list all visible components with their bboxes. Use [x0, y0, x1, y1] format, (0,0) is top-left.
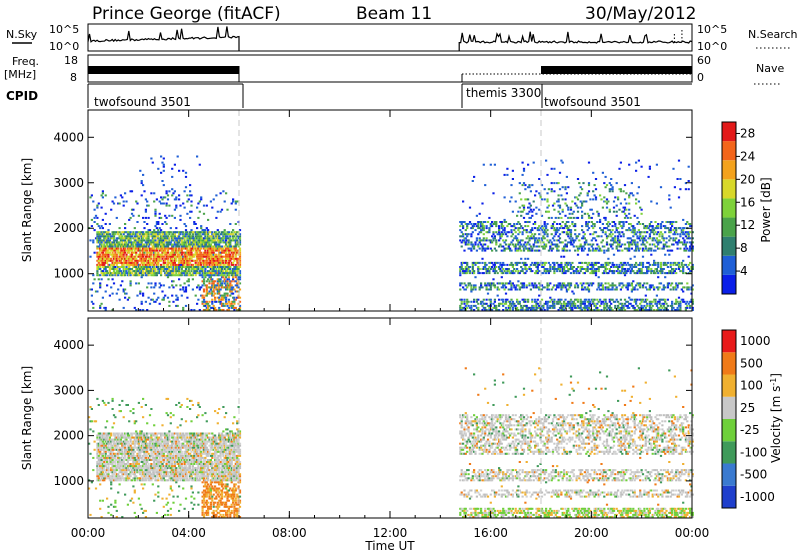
freq-label-1: Freq. [12, 55, 39, 68]
colorbar-tick-label: -25 [740, 423, 760, 437]
cpid-segment-1: twofsound 3501 [94, 95, 191, 109]
velocity-frame [87, 317, 693, 519]
velocity-data [88, 367, 694, 518]
y-tick-label: 4000 [53, 130, 84, 144]
colorbar-tick-label: 4 [740, 264, 748, 278]
nsky-trace [87, 26, 692, 51]
colorbar-swatch [722, 396, 736, 419]
nsky-label: N.Sky [6, 28, 38, 41]
x-tick-label: 00:00 [675, 526, 710, 540]
colorbar-swatch [722, 374, 736, 397]
colorbar-swatch [722, 419, 736, 442]
colorbar-swatch [722, 485, 736, 508]
x-tick-label: 20:00 [574, 526, 609, 540]
colorbar-swatch [722, 236, 736, 256]
y-tick-label: 3000 [53, 176, 84, 190]
y-tick-label: 1000 [53, 474, 84, 488]
velocity-colorbar-label: Velocity [m s-1] [769, 373, 784, 463]
power-y-axis: 1000 2000 3000 4000 [53, 130, 692, 281]
station-title: Prince George (fitACF) [92, 4, 281, 24]
freq-tick-top: 18 [64, 54, 78, 67]
y-tick-label: 2000 [53, 429, 84, 443]
colorbar-swatch [722, 441, 736, 464]
y-tick-label: 4000 [53, 338, 84, 352]
y-tick-label: 3000 [53, 383, 84, 397]
colorbar-swatch [722, 330, 736, 353]
power-frame [87, 109, 693, 312]
colorbar-tick-label: 1000 [740, 334, 771, 348]
colorbar-swatch [722, 122, 736, 142]
nave-label: Nave [756, 62, 784, 75]
x-tick-label: 04:00 [171, 526, 206, 540]
nsearch-label: N.Search [748, 28, 798, 41]
freq-label-2: [MHz] [4, 68, 36, 81]
nsky-strip: N.Sky 10^5 10^0 N.Search 10^5 10^0 [6, 23, 798, 53]
y-tick-label: 1000 [53, 267, 84, 281]
freq-tick-bottom: 8 [70, 71, 77, 84]
beam-title: Beam 11 [356, 4, 432, 24]
velocity-y-axis: 1000 2000 3000 4000 [53, 338, 692, 488]
colorbar-tick-label: 8 [740, 241, 748, 255]
x-tick-label: 16:00 [473, 526, 508, 540]
colorbar-tick-label: 28 [740, 126, 755, 140]
time-axis-label: Time UT [364, 539, 415, 553]
power-panel: 1000 2000 3000 4000 Slant Range [km] 4 8 12 16… [20, 109, 773, 312]
power-data [88, 155, 694, 311]
colorbar-tick-label: -500 [740, 468, 767, 482]
colorbar-swatch [722, 179, 736, 199]
colorbar-swatch [722, 352, 736, 375]
nsky-tick-bottom: 10^0 [49, 40, 79, 53]
colorbar-swatch [722, 217, 736, 237]
x-tick-label: 00:00 [71, 526, 106, 540]
cpid-segment-2: themis 3300 [466, 86, 541, 100]
cpid-segment-3: twofsound 3501 [544, 95, 641, 109]
nsearch-tick-top: 10^5 [697, 23, 727, 36]
nave-tick-top: 60 [697, 54, 711, 67]
colorbar-swatch [722, 274, 736, 294]
colorbar-swatch [722, 160, 736, 180]
power-ylabel: Slant Range [km] [20, 158, 34, 262]
colorbar-tick-label: -100 [740, 445, 767, 459]
velocity-panel: 1000 2000 3000 4000 Slant Range [km] 1000 50… [20, 317, 784, 519]
cpid-row: CPID twofsound 3501 themis 3300 twofsoun… [6, 83, 692, 109]
velocity-ylabel: Slant Range [km] [20, 366, 34, 470]
nsky-tick-top: 10^5 [49, 23, 79, 36]
time-axis: 00:00 04:00 08:00 12:00 16:00 20:00 00:00 [71, 110, 710, 540]
colorbar-tick-label: 500 [740, 356, 763, 370]
freq-strip: Freq. [MHz] 18 8 60 0 Nave [4, 54, 784, 85]
colorbar-tick-label: 12 [740, 218, 755, 232]
nsearch-trace [673, 30, 683, 44]
colorbar-tick-label: -1000 [740, 490, 775, 504]
colorbar-tick-label: 24 [740, 149, 755, 163]
power-colorbar-label: Power [dB] [759, 177, 773, 242]
x-tick-label: 08:00 [272, 526, 307, 540]
freq-trace [87, 66, 693, 82]
power-colorbar: 4 8 12 16 20 24 28 [721, 121, 755, 295]
nsearch-tick-bottom: 10^0 [697, 40, 727, 53]
date-title: 30/May/2012 [585, 4, 697, 24]
nave-tick-bottom: 0 [697, 71, 704, 84]
colorbar-swatch [722, 141, 736, 161]
colorbar-tick-label: 20 [740, 172, 755, 186]
y-tick-label: 2000 [53, 221, 84, 235]
colorbar-swatch [722, 463, 736, 486]
velocity-colorbar: 1000 500 100 25 -25 -100 -500 -1000 [721, 329, 775, 509]
x-tick-label: 12:00 [373, 526, 408, 540]
colorbar-tick-label: 100 [740, 379, 763, 393]
colorbar-tick-label: 16 [740, 195, 755, 209]
cpid-label: CPID [6, 89, 38, 103]
colorbar-tick-label: 25 [740, 401, 755, 415]
colorbar-swatch [722, 255, 736, 275]
colorbar-swatch [722, 198, 736, 218]
